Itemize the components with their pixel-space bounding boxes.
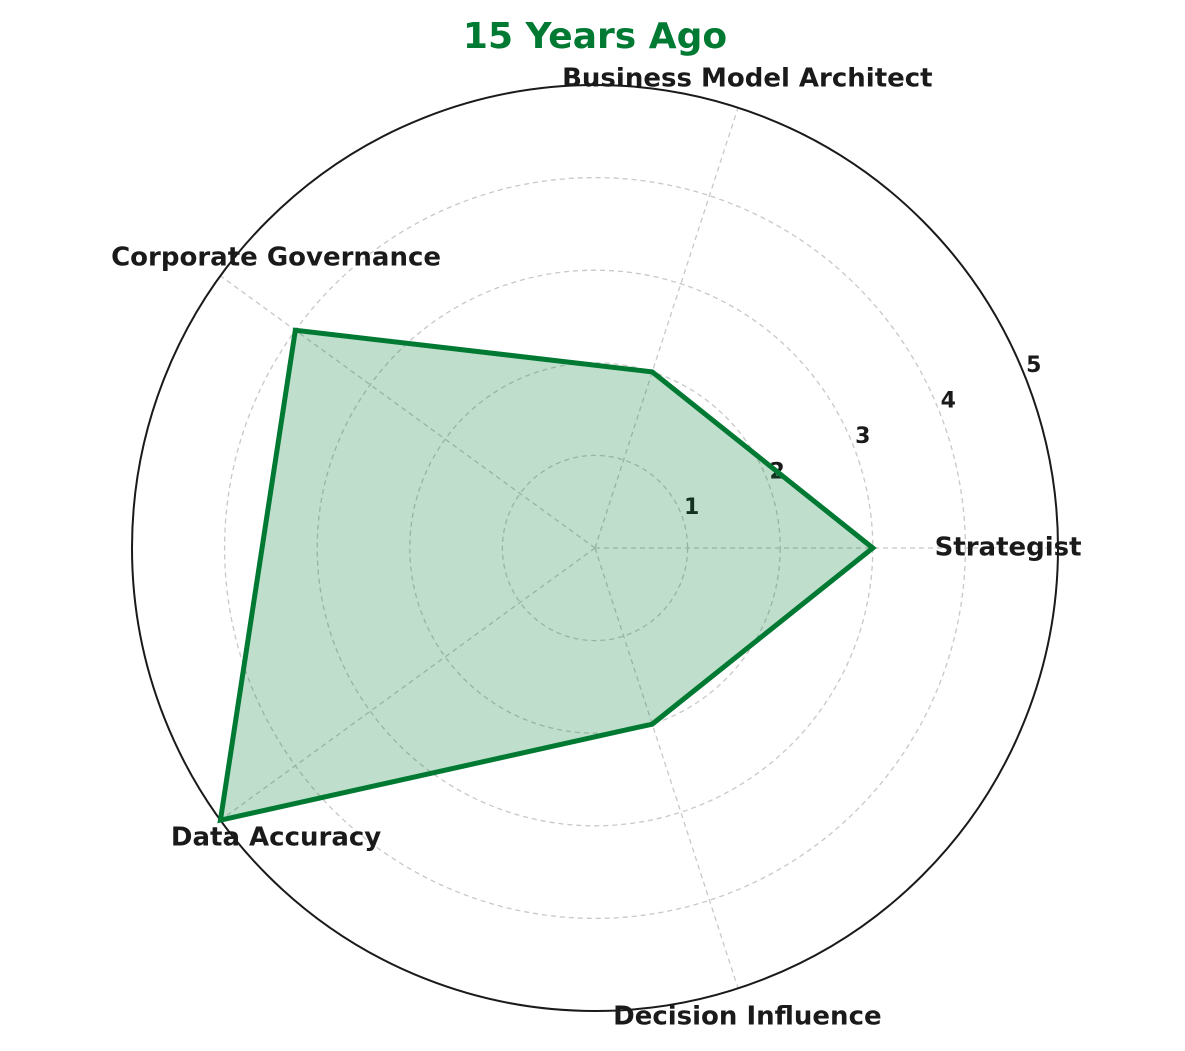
frame (131, 84, 1059, 1012)
grid-circle (409, 362, 781, 734)
r-tick-label: 5 (1026, 353, 1041, 378)
category-label: Strategist (935, 533, 1082, 563)
radar-area (217, 327, 877, 824)
r-tick-label: 4 (941, 389, 956, 414)
category-label: Data Accuracy (171, 822, 381, 852)
r-tick-label: 3 (855, 424, 870, 449)
category-label: Business Model Architect (562, 64, 933, 94)
chart-title: 15 Years Ago (463, 16, 727, 57)
category-label: Decision Influence (613, 1001, 882, 1031)
r-tick-label: 1 (684, 495, 699, 520)
category-label: Corporate Governance (111, 243, 441, 273)
